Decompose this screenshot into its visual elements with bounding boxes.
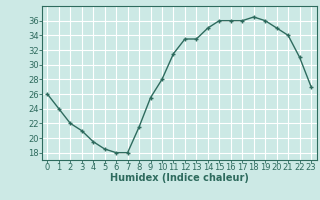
X-axis label: Humidex (Indice chaleur): Humidex (Indice chaleur) — [110, 173, 249, 183]
